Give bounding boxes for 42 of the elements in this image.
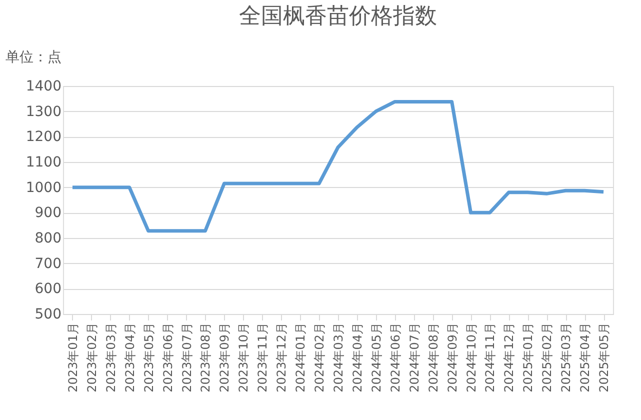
x-tick-label: 2024年11月: [483, 322, 498, 392]
x-tick-label: 2023年05月: [142, 322, 156, 392]
y-tick-label: 600: [34, 281, 62, 298]
x-tick-label: 2024年03月: [332, 322, 346, 392]
x-tick-label: 2024年04月: [350, 322, 364, 392]
x-tick-label: 2024年07月: [407, 322, 422, 392]
x-tick-label: 2025年02月: [540, 322, 554, 392]
x-tick-label: 2023年02月: [84, 322, 99, 392]
y-tick-label: 900: [34, 205, 62, 222]
y-tick-label: 1200: [26, 129, 62, 146]
line-series: [70, 100, 606, 233]
x-tick-label: 2024年12月: [502, 322, 516, 392]
x-tick-label: 2023年01月: [66, 322, 80, 392]
x-tick-label: 2024年06月: [388, 322, 402, 392]
x-tick-label: 2024年05月: [369, 322, 384, 392]
x-tick-label: 2024年01月: [294, 322, 308, 392]
x-tick-label: 2025年01月: [521, 322, 536, 392]
y-tick-label: 500: [34, 306, 62, 322]
x-tick-label: 2025年05月: [597, 322, 612, 392]
x-tick-label: 2025年04月: [578, 322, 592, 392]
x-tick-label: 2023年04月: [122, 322, 137, 392]
y-tick-label: 800: [34, 230, 62, 246]
y-tick-label: 1000: [26, 180, 62, 196]
x-tick-label: 2024年09月: [445, 322, 460, 392]
x-tick-label: 2024年10月: [464, 322, 478, 392]
x-tick-label: 2023年10月: [236, 322, 251, 392]
x-tick-label: 2024年02月: [312, 322, 327, 392]
chart-title: 全国枫香苗价格指数: [239, 4, 437, 29]
x-tick-label: 2023年06月: [160, 322, 175, 392]
x-tick-label: 2023年12月: [274, 322, 289, 392]
x-tick-label: 2023年08月: [198, 322, 213, 392]
x-tick-label: 2023年09月: [218, 322, 232, 392]
y-tick-label: 700: [34, 256, 62, 272]
y-tick-label: 1300: [26, 104, 62, 120]
x-tick-label: 2024年08月: [426, 322, 440, 392]
y-axis-title: 单位：点: [6, 50, 62, 66]
y-tick-label: 1100: [26, 154, 62, 170]
y-tick-label: 1400: [26, 78, 62, 94]
x-tick-label: 2023年03月: [104, 322, 118, 392]
x-tick-label: 2023年11月: [256, 322, 270, 392]
x-tick-label: 2025年03月: [559, 322, 574, 392]
x-tick-label: 2023年07月: [180, 322, 194, 392]
